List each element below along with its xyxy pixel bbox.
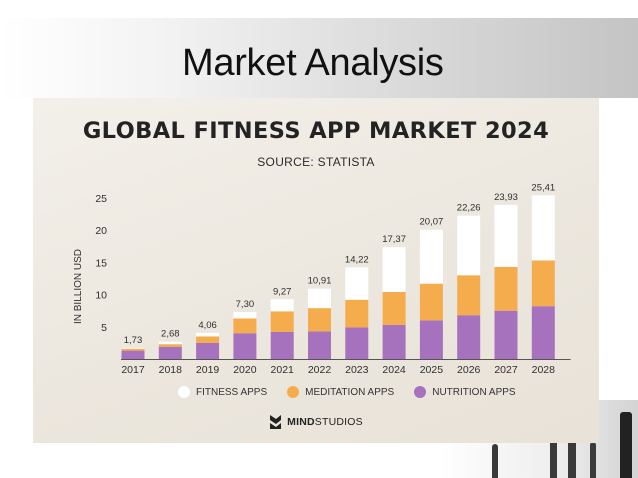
bar-segment-fitness: [308, 288, 331, 309]
bar-segment-fitness: [457, 215, 481, 276]
bar-total-label: 17,37: [382, 234, 406, 245]
bar-segment-fitness: [531, 195, 555, 261]
bar-segment-fitness: [196, 332, 220, 337]
person-silhouette: [568, 436, 576, 478]
bar-segment-meditation: [457, 275, 481, 316]
mindstudios-logo-icon: [270, 415, 282, 429]
bar-segment-fitness: [382, 247, 406, 293]
bar-segment-nutrition: [270, 331, 294, 359]
bar-segment-meditation: [233, 318, 257, 334]
bar-segment-fitness: [158, 341, 182, 345]
person-silhouette: [620, 412, 632, 478]
bar-total-label: 14,22: [345, 254, 369, 265]
x-tick-label: 2026: [457, 364, 481, 376]
bar-segment-nutrition: [121, 350, 145, 359]
legend-item-nutrition: NUTRITION APPS: [414, 386, 516, 398]
x-tick-label: 2019: [196, 364, 220, 376]
bar-segment-fitness: [233, 311, 257, 319]
slide-title: Market Analysis: [182, 42, 444, 84]
bar-total-label: 9,27: [273, 286, 292, 297]
bar-segment-nutrition: [382, 324, 406, 359]
person-silhouette: [492, 444, 498, 478]
x-tick-label: 2027: [494, 364, 518, 376]
bar-segment-nutrition: [158, 346, 182, 359]
bar-segment-meditation: [158, 344, 182, 347]
bar-segment-fitness: [419, 229, 443, 284]
x-tick-label: 2024: [382, 364, 406, 376]
x-tick-label: 2021: [271, 364, 295, 376]
bar-segment-nutrition: [419, 320, 443, 359]
bar-segment-meditation: [270, 311, 294, 332]
bar-segment-nutrition: [457, 315, 481, 359]
bar-segment-fitness: [494, 204, 518, 267]
bar-segment-meditation: [121, 348, 145, 351]
bar-segment-fitness: [270, 299, 294, 312]
bar-segment-meditation: [345, 299, 369, 328]
bar-segment-meditation: [196, 336, 220, 343]
bar-total-label: 4,06: [198, 320, 217, 331]
legend-swatch-nutrition: [414, 386, 427, 398]
bar-total-label: 25,41: [531, 182, 555, 193]
bar-total-label: 23,93: [494, 192, 518, 203]
x-tick-label: 2022: [308, 364, 332, 376]
chart-title: GLOBAL FITNESS APP MARKET 2024: [82, 118, 550, 144]
x-tick-label: 2020: [233, 364, 257, 376]
bar-segment-meditation: [382, 292, 406, 325]
x-tick-label: 2028: [532, 364, 556, 376]
bar-total-label: 1,73: [124, 335, 143, 346]
x-tick-label: 2017: [121, 364, 145, 376]
brand-logo: MINDSTUDIOS: [33, 414, 599, 430]
y-tick-label: 10: [95, 290, 107, 302]
person-silhouette: [590, 442, 596, 478]
legend-label-nutrition: NUTRITION APPS: [432, 386, 516, 398]
chart-source: SOURCE: STATISTA: [257, 155, 375, 169]
y-tick-label: 20: [95, 225, 107, 237]
legend-item-fitness: FITNESS APPS: [178, 386, 267, 398]
bar-segment-nutrition: [233, 333, 257, 359]
brand-name-bold: MIND: [287, 416, 315, 428]
x-tick-label: 2018: [159, 364, 183, 376]
bar-segment-nutrition: [531, 306, 555, 359]
bar-total-label: 7,30: [236, 299, 255, 310]
legend-label-fitness: FITNESS APPS: [196, 386, 268, 398]
bar-segment-fitness: [121, 347, 145, 349]
legend-item-meditation: MEDITATION APPS: [287, 386, 394, 398]
stacked-bar-chart: IN BILLION USD5101520251,7320172,6820184…: [73, 182, 571, 376]
chart-legend: FITNESS APPS MEDITATION APPS NUTRITION A…: [178, 384, 516, 400]
legend-swatch-meditation: [287, 386, 300, 398]
person-silhouette: [550, 440, 557, 478]
bar-segment-meditation: [419, 283, 443, 321]
x-tick-label: 2025: [420, 364, 444, 376]
bar-segment-nutrition: [345, 327, 369, 359]
legend-swatch-fitness: [178, 386, 190, 398]
bar-segment-nutrition: [196, 342, 220, 359]
y-tick-label: 5: [101, 322, 107, 334]
brand-name-rest: STUDIOS: [314, 416, 363, 428]
y-tick-label: 25: [95, 193, 107, 205]
bar-segment-nutrition: [494, 310, 518, 359]
bar-segment-meditation: [494, 266, 518, 311]
bar-total-label: 10,91: [308, 276, 332, 287]
slide-header-band: [0, 18, 638, 98]
y-axis-label: IN BILLION USD: [73, 249, 84, 324]
bar-total-label: 2,68: [161, 329, 180, 340]
y-tick-label: 15: [95, 257, 107, 269]
bar-segment-fitness: [345, 267, 369, 300]
x-tick-label: 2023: [345, 364, 369, 376]
bar-total-label: 22,26: [457, 203, 481, 214]
bar-segment-meditation: [531, 260, 555, 307]
legend-label-meditation: MEDITATION APPS: [305, 386, 395, 398]
fitness-market-infographic: GLOBAL FITNESS APP MARKET 2024 SOURCE: S…: [33, 98, 599, 443]
bar-segment-meditation: [308, 308, 331, 332]
bar-segment-nutrition: [308, 331, 331, 359]
bar-total-label: 20,07: [420, 217, 444, 228]
